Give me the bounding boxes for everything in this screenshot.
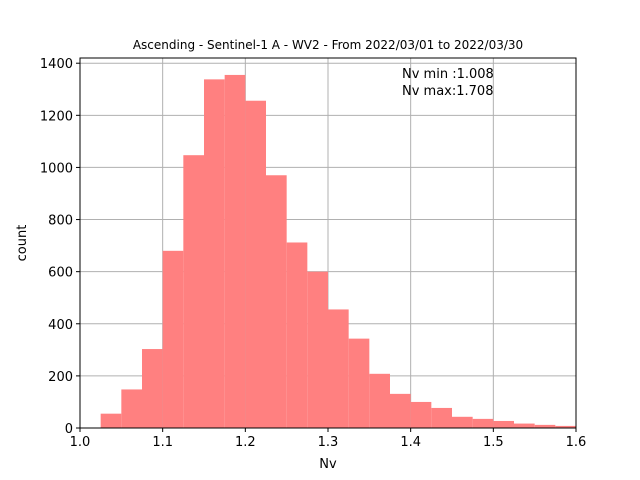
histogram-bar bbox=[307, 271, 328, 428]
x-tick-label: 1.0 bbox=[70, 435, 91, 450]
x-tick-label: 1.1 bbox=[152, 435, 173, 450]
histogram-bar bbox=[410, 401, 432, 428]
histogram-bar bbox=[183, 155, 204, 429]
histogram-bar bbox=[493, 420, 514, 428]
histogram-bar bbox=[286, 242, 308, 428]
histogram-bar bbox=[369, 373, 390, 428]
x-tick-label: 1.4 bbox=[400, 435, 421, 450]
histogram-bar bbox=[142, 349, 163, 428]
histogram-bar bbox=[162, 250, 184, 428]
histogram-bar bbox=[534, 424, 556, 428]
x-tick-label: 1.5 bbox=[483, 435, 504, 450]
histogram-bars bbox=[100, 74, 576, 429]
y-tick-label: 400 bbox=[48, 318, 73, 333]
x-axis-ticks: 1.0 1.1 1.2 1.3 1.4 1.5 1.6 bbox=[70, 428, 587, 450]
y-tick-label: 1000 bbox=[40, 161, 73, 176]
histogram-bar bbox=[121, 389, 142, 428]
x-tick-label: 1.3 bbox=[318, 435, 339, 450]
y-tick-label: 600 bbox=[48, 266, 73, 281]
histogram-bar bbox=[348, 338, 370, 428]
y-axis-ticks: 0 200 400 600 800 1000 1200 1400 bbox=[40, 57, 80, 437]
histogram-bar bbox=[266, 175, 287, 428]
histogram-bar bbox=[514, 423, 535, 428]
histogram-bar bbox=[204, 79, 225, 428]
chart-title: Ascending - Sentinel-1 A - WV2 - From 20… bbox=[133, 38, 523, 52]
x-tick-label: 1.6 bbox=[566, 435, 587, 450]
histogram-bar bbox=[472, 418, 494, 428]
y-tick-label: 1400 bbox=[40, 57, 73, 72]
histogram-bar bbox=[452, 416, 473, 428]
histogram-bar bbox=[328, 309, 349, 428]
y-tick-label: 0 bbox=[65, 422, 73, 437]
histogram-bar bbox=[245, 100, 266, 428]
annotation-nv-max: Nv max:1.708 bbox=[402, 84, 493, 99]
x-tick-label: 1.2 bbox=[235, 435, 256, 450]
y-axis-label: count bbox=[15, 225, 30, 262]
y-tick-label: 1200 bbox=[40, 109, 73, 124]
y-tick-label: 200 bbox=[48, 370, 73, 385]
histogram-bar bbox=[224, 74, 246, 429]
histogram-bar bbox=[100, 413, 122, 428]
annotation-nv-min: Nv min :1.008 bbox=[402, 67, 494, 82]
x-axis-label: Nv bbox=[319, 457, 337, 472]
histogram-bar bbox=[431, 407, 452, 428]
histogram-bar bbox=[555, 425, 576, 428]
y-tick-label: 800 bbox=[48, 214, 73, 229]
histogram-bar bbox=[390, 393, 411, 428]
